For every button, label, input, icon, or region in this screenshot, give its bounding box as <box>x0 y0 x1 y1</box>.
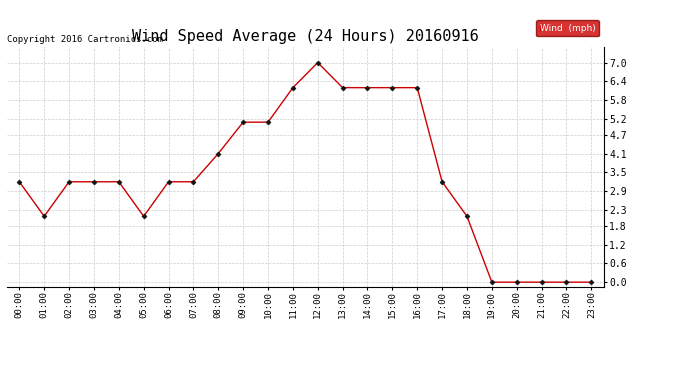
Title: Wind Speed Average (24 Hours) 20160916: Wind Speed Average (24 Hours) 20160916 <box>132 29 479 44</box>
Text: Copyright 2016 Cartronics.com: Copyright 2016 Cartronics.com <box>7 36 163 45</box>
Legend: Wind  (mph): Wind (mph) <box>536 20 599 36</box>
